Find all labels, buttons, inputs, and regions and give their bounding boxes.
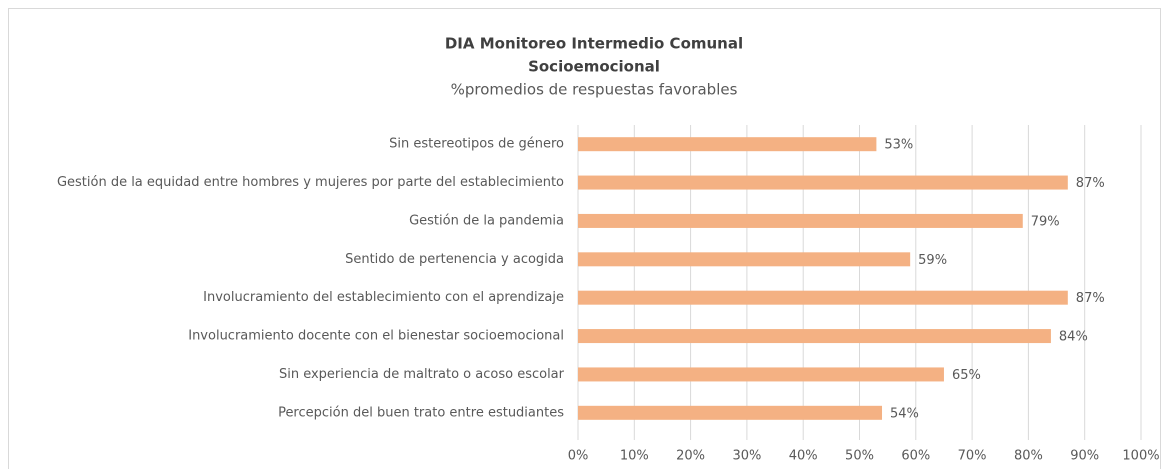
data-label: 84% [1059,330,1088,345]
chart-title: DIA Monitoreo Intermedio Comunal [445,35,743,53]
chart-border [8,8,1161,469]
x-tick-label: 20% [676,449,705,464]
bar [578,252,911,267]
bar [578,367,944,382]
y-tick-label: Sin experiencia de maltrato o acoso esco… [279,367,565,382]
data-label: 53% [884,138,913,153]
y-tick-label: Sin estereotipos de género [389,137,564,152]
x-tick-label: 70% [958,449,987,464]
bar [578,329,1051,344]
x-tick-label: 30% [732,449,761,464]
data-label: 65% [952,368,981,383]
y-tick-label: Involucramiento docente con el bienestar… [188,329,564,344]
x-tick-label: 0% [568,449,589,464]
x-tick-label: 100% [1122,449,1159,464]
bar [578,405,883,420]
data-label: 79% [1031,214,1060,229]
y-tick-label: Gestión de la pandemia [409,213,564,228]
bar [578,290,1068,305]
x-tick-label: 40% [789,449,818,464]
x-tick-label: 80% [1014,449,1043,464]
data-label: 87% [1076,176,1105,191]
y-tick-label: Sentido de pertenencia y acogida [345,252,564,267]
data-label: 59% [918,253,947,268]
y-tick-label: Involucramiento del establecimiento con … [203,290,564,305]
y-tick-label: Gestión de la equidad entre hombres y mu… [57,175,564,190]
x-tick-label: 60% [901,449,930,464]
bar [578,175,1068,190]
data-label: 54% [890,406,919,421]
chart-title: Socioemocional [528,58,660,76]
y-tick-label: Percepción del buen trato entre estudian… [278,405,564,420]
x-tick-label: 10% [620,449,649,464]
x-tick-label: 90% [1070,449,1099,464]
chart-subtitle: %promedios de respuestas favorables [451,81,738,99]
bar [578,137,877,152]
bar [578,213,1023,228]
data-label: 87% [1076,291,1105,306]
x-tick-label: 50% [845,449,874,464]
